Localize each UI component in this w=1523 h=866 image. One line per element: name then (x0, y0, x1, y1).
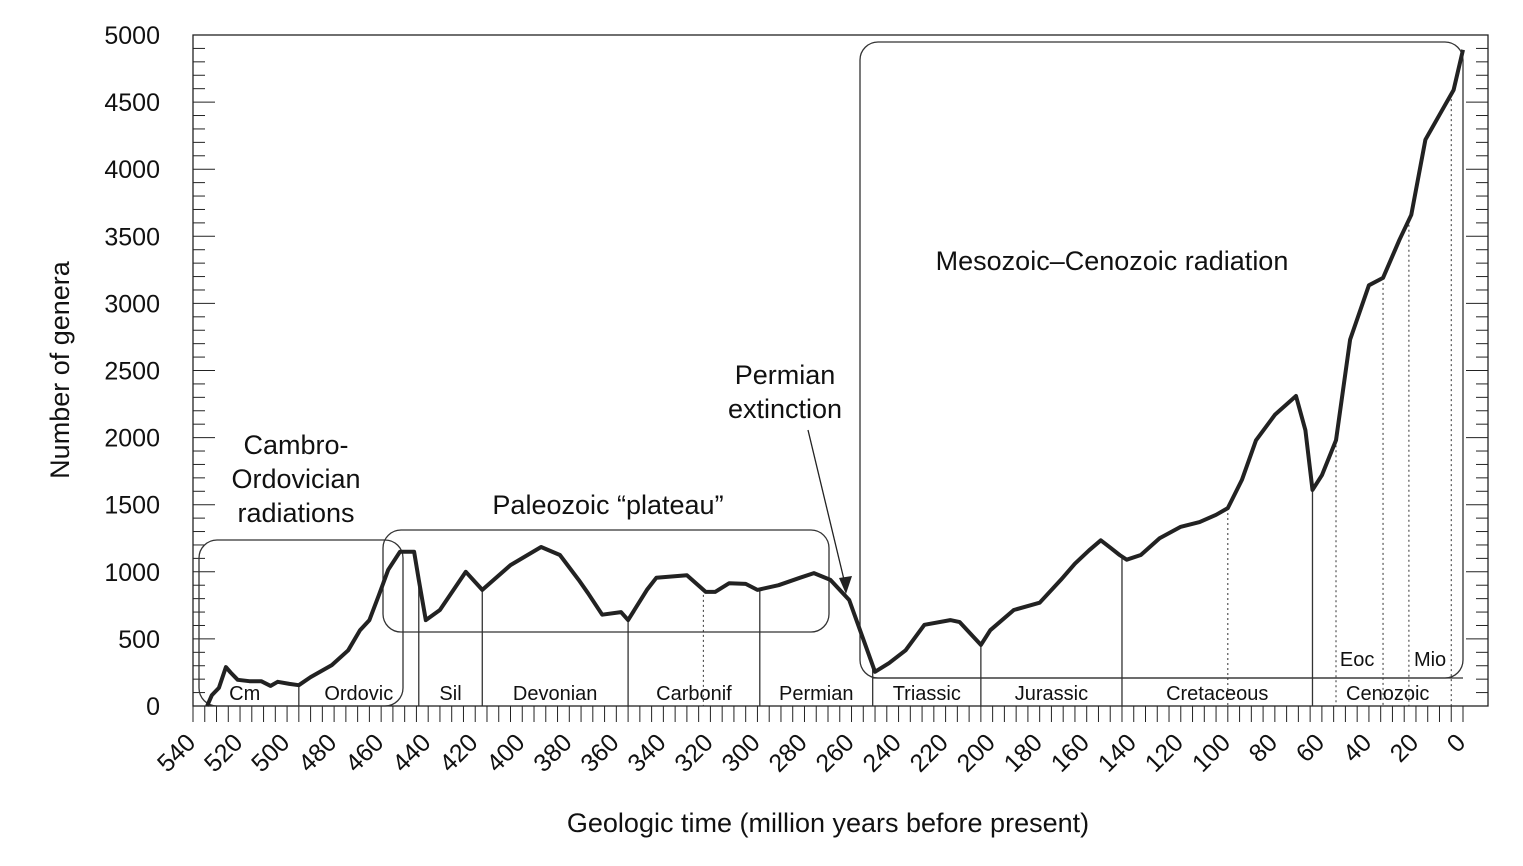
x-tick-label: 180 (999, 728, 1048, 777)
y-tick-label: 500 (118, 626, 160, 654)
permian-extinction-label: extinction (728, 394, 842, 424)
x-tick-label: 520 (199, 728, 248, 777)
x-tick-label: 0 (1442, 728, 1472, 758)
permian-extinction-label: Permian (735, 360, 836, 390)
x-tick-label: 440 (387, 728, 436, 777)
y-tick-label: 4000 (104, 156, 160, 184)
period-label: Cretaceous (1166, 683, 1268, 705)
y-tick-label: 1000 (104, 559, 160, 587)
x-tick-label: 160 (1046, 728, 1095, 777)
period-label: Ordovic (324, 683, 393, 705)
period-bands: Cm Ordovic Sil Devonian Carbonif Permian Trias… (229, 94, 1463, 706)
x-tick-label: 300 (716, 728, 765, 777)
x-tick-label: 420 (434, 728, 483, 777)
epoch-label: Eoc (1340, 649, 1374, 671)
x-tick-label: 60 (1291, 728, 1330, 767)
x-axis-label: Geologic time (million years before pres… (567, 808, 1089, 838)
cambro-ordovician-label: Cambro- (243, 430, 348, 460)
cambro-ordovician-box (198, 539, 404, 707)
y-tick-label: 2000 (104, 425, 160, 453)
x-tick-label: 220 (905, 728, 954, 777)
period-label: Carbonif (656, 683, 732, 705)
x-tick-label: 320 (669, 728, 718, 777)
y-tick-label: 0 (146, 693, 160, 721)
x-tick-label: 100 (1187, 728, 1236, 777)
x-tick-label: 200 (952, 728, 1001, 777)
annotations: Cambro- Ordovician radiations Paleozoic “pl… (231, 246, 1288, 594)
x-tick-label: 480 (293, 728, 342, 777)
x-tick-label: 40 (1338, 728, 1377, 767)
plot-frame (192, 34, 1489, 707)
cambro-ordovician-label: radiations (237, 498, 354, 528)
x-tick-label: 280 (763, 728, 812, 777)
x-tick-label: 540 (152, 728, 201, 777)
period-label: Devonian (513, 683, 598, 705)
x-tick-label: 140 (1093, 728, 1142, 777)
x-tick-label: 340 (622, 728, 671, 777)
paleozoic-plateau-box (382, 529, 830, 633)
period-label: Sil (439, 683, 461, 705)
x-tick-label: 260 (810, 728, 859, 777)
x-tick-label: 20 (1385, 728, 1424, 767)
y-tick-label: 3500 (104, 223, 160, 251)
x-tick-label: 360 (575, 728, 624, 777)
x-tick-label: 120 (1140, 728, 1189, 777)
genera-line (205, 49, 1465, 707)
period-label: Jurassic (1015, 683, 1088, 705)
cambro-ordovician-label: Ordovician (231, 464, 360, 494)
period-label: Cm (229, 683, 260, 705)
y-tick-label: 1500 (104, 492, 160, 520)
y-tick-label: 2500 (104, 358, 160, 386)
period-label: Triassic (893, 683, 961, 705)
y-tick-label: 5000 (104, 22, 160, 50)
x-tick-label: 400 (481, 728, 530, 777)
mesozoic-cenozoic-box (859, 41, 1464, 679)
y-tick-label: 4500 (104, 89, 160, 117)
x-tick-label: 380 (528, 728, 577, 777)
arrow-head-icon (839, 576, 852, 594)
period-label: Cenozoic (1346, 683, 1429, 705)
y-axis-label: Number of genera (45, 260, 75, 479)
x-tick-label: 500 (246, 728, 295, 777)
permian-arrow (807, 429, 847, 589)
x-tick-label: 80 (1244, 728, 1283, 767)
paleozoic-plateau-label: Paleozoic “plateau” (492, 490, 723, 520)
x-tick-label: 460 (340, 728, 389, 777)
epoch-label: Mio (1414, 649, 1446, 671)
x-tick-label: 240 (857, 728, 906, 777)
mesozoic-cenozoic-label: Mesozoic–Cenozoic radiation (936, 246, 1289, 276)
period-label: Permian (779, 683, 853, 705)
y-tick-label: 3000 (104, 290, 160, 318)
